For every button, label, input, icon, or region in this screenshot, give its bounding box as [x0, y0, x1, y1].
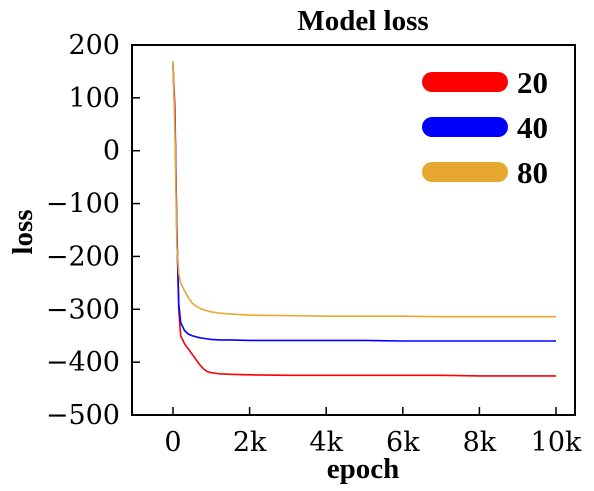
x-axis-label: epoch	[327, 453, 400, 485]
legend-label-20: 20	[517, 65, 548, 100]
legend-label-40: 40	[517, 110, 548, 145]
series-line-20	[172, 63, 556, 377]
y-tick-label: −300	[46, 294, 120, 325]
y-axis-label: loss	[7, 209, 39, 254]
x-tick-label: 0	[164, 427, 181, 458]
x-tick-label: 8k	[463, 427, 497, 458]
series-line-40	[172, 66, 556, 342]
chart-title: Model loss	[297, 5, 428, 37]
legend: 20 40 80	[422, 65, 548, 190]
y-tick-label: 100	[68, 83, 120, 114]
series-line-80	[172, 60, 556, 318]
y-tick-label: 0	[103, 136, 120, 167]
x-tick-label: 4k	[309, 427, 343, 458]
legend-label-80: 80	[517, 155, 548, 190]
y-tick-label: −200	[46, 241, 120, 272]
y-tick-label: −500	[46, 400, 120, 431]
y-tick-label: −400	[46, 347, 120, 378]
plot-frame	[131, 44, 576, 416]
x-tick-label: 10k	[531, 427, 582, 458]
x-ticks: 0 2k 4k 6k 8k 10k	[164, 407, 582, 458]
y-ticks: 200 100 0 −100 −200 −300 −400 −500	[46, 30, 140, 431]
y-tick-label: −100	[46, 189, 120, 220]
plot-area: 0 2k 4k 6k 8k 10k 200 100 0 −100 −200 −300 −400 −500	[46, 30, 582, 458]
y-tick-label: 200	[68, 30, 120, 61]
x-tick-label: 2k	[233, 427, 267, 458]
series-layer	[172, 60, 556, 377]
x-tick-label: 6k	[386, 427, 420, 458]
